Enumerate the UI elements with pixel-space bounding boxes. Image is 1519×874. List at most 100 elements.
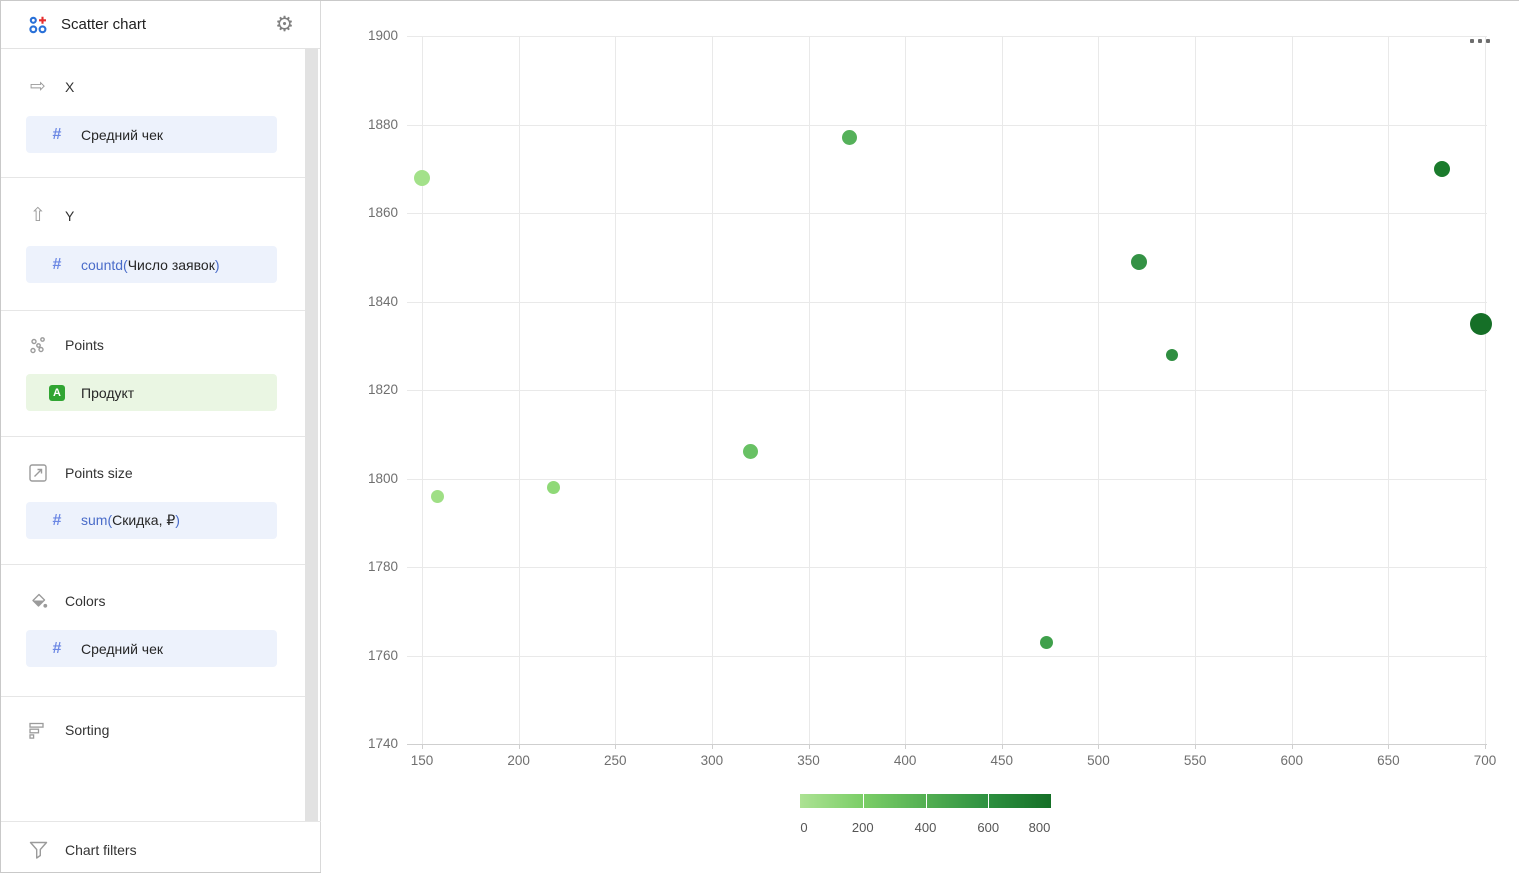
y-axis-tick-label: 1860 [367,205,398,220]
gridline-horizontal [407,124,1487,126]
arrow-right-icon: ⇨ [30,76,46,97]
field-chip-points-size-label: sum(Скидка, ₽) [81,512,180,528]
y-axis-tick-label: 1760 [367,647,398,663]
paint-bucket-icon [28,591,48,611]
x-axis-tick-label: 500 [1087,753,1110,768]
field-chip-points-size[interactable]: # sum(Скидка, ₽) [26,502,277,539]
scatter-point[interactable] [1470,312,1493,335]
x-axis-tick [1484,744,1486,749]
number-field-icon: # [52,125,62,143]
arrow-up-icon: ⇧ [30,205,46,226]
x-axis-tick [1195,744,1197,749]
y-axis-tick-label: 1780 [367,559,398,574]
section-divider [1,436,305,437]
sidebar-scrollbar[interactable] [305,49,318,821]
gridline-vertical [1195,36,1197,744]
x-axis-tick [1001,744,1003,749]
field-chip-points[interactable]: A Продукт [26,374,277,411]
section-divider [1,177,305,178]
y-axis-tick-label: 1880 [367,116,398,132]
gridline-vertical [1291,36,1293,744]
legend-stop-label: 600 [977,820,1000,835]
x-axis-tick [905,744,907,749]
section-x: ⇨ X [28,77,74,97]
section-y: ⇧ Y [28,206,74,226]
scatter-point[interactable] [1131,253,1148,270]
field-chip-y[interactable]: # countd(Число заявок) [26,246,277,283]
number-field-icon: # [52,511,62,529]
sorting-bars-icon [28,720,48,740]
gridline-horizontal [407,655,1487,657]
gridline-vertical [615,36,617,744]
section-x-label: X [65,79,75,95]
sidebar: Scatter chart ⚙ ⇨ X # Средний чек ⇧ Y # … [1,1,321,872]
x-axis-tick [1098,744,1100,749]
scatter-point[interactable] [841,130,857,146]
field-chip-x-label: Средний чек [81,126,164,143]
chart-context-menu-icon[interactable] [1470,39,1490,43]
field-chip-colors-label: Средний чек [81,640,164,657]
x-axis-tick-label: 300 [700,753,724,768]
y-axis-tick-label: 1820 [367,382,398,397]
legend-separator [862,794,864,808]
section-points-size-label: Points size [65,465,133,481]
x-axis-tick-label: 700 [1473,753,1497,768]
x-axis-tick [1388,744,1390,749]
x-axis-tick-label: 250 [604,753,627,768]
x-axis-tick-label: 400 [893,753,917,768]
x-axis-tick-label: 150 [410,753,434,768]
gridline-vertical [1098,36,1100,744]
scatter-point[interactable] [1039,635,1053,649]
x-axis-tick [711,744,713,749]
x-axis-line [407,744,1487,745]
scatter-points-icon [28,335,48,355]
color-legend-gradient [800,794,1051,808]
x-axis-tick [422,744,423,749]
scatter-point[interactable] [1434,160,1451,177]
x-axis-tick [518,744,520,749]
scatter-point[interactable] [430,489,444,503]
section-chart-filters[interactable]: Chart filters [28,840,137,860]
gridline-vertical [905,36,907,744]
gridline-vertical [518,36,520,744]
gridline-vertical [808,36,810,744]
page-title: Scatter chart [61,16,147,33]
sidebar-header: Scatter chart ⚙ [1,1,320,49]
gear-icon[interactable]: ⚙ [275,13,294,36]
x-axis-tick-label: 650 [1377,753,1400,768]
chart-filters-label: Chart filters [65,842,137,858]
section-divider [1,696,305,697]
x-axis-tick-label: 600 [1280,753,1303,768]
scatter-point[interactable] [546,480,560,494]
field-chip-colors[interactable]: # Средний чек [26,630,277,667]
gridline-vertical [1388,36,1390,744]
y-axis-tick-label: 1740 [367,736,398,751]
gridline-vertical [711,36,713,744]
scatter-point[interactable] [743,444,759,460]
x-axis-tick [615,744,617,749]
legend-stop-label: 200 [851,820,874,835]
gridline-vertical [422,36,423,744]
legend-stop-label: 0 [800,820,808,835]
footer-divider [1,821,321,822]
y-axis-tick-label: 1840 [367,293,398,309]
section-colors: Colors [28,591,105,611]
funnel-icon [28,840,48,860]
x-axis-tick-label: 550 [1183,753,1207,768]
scatter-point[interactable] [414,169,430,186]
gridline-horizontal [407,390,1487,391]
section-points-size: Points size [28,463,133,483]
legend-separator [988,794,990,808]
gridline-horizontal [407,478,1487,480]
section-sorting: Sorting [28,720,109,740]
field-chip-y-label: countd(Число заявок) [81,256,220,273]
section-colors-label: Colors [65,593,106,609]
x-axis-tick-label: 200 [507,753,530,768]
x-axis-tick-label: 350 [797,753,820,768]
section-y-label: Y [65,208,75,224]
field-chip-x[interactable]: # Средний чек [26,116,277,153]
scatter-point[interactable] [1165,348,1178,361]
section-divider [1,310,305,311]
gridline-vertical [1001,36,1003,744]
